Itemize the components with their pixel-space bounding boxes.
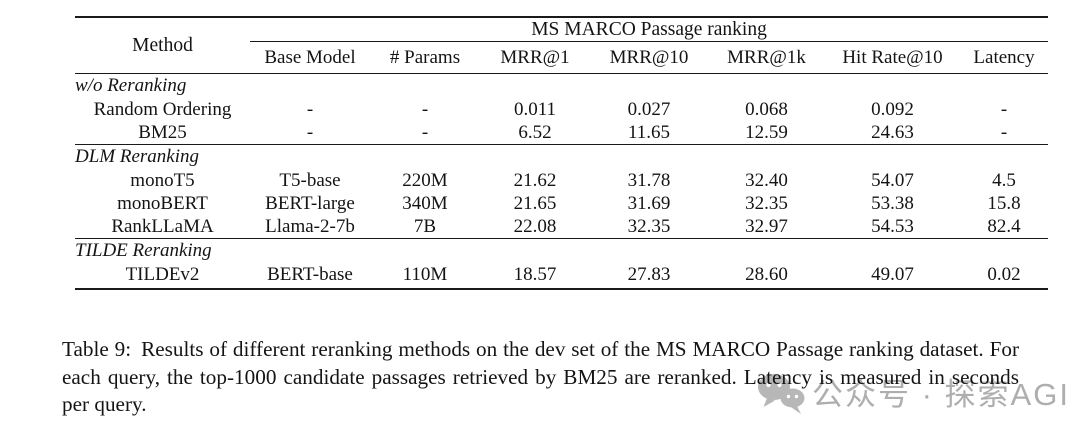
column-header-mrr1k: MRR@1k [708,41,825,74]
table-cell: - [1000,99,1008,120]
section-row-tilde-reranking: TILDE Reranking [75,238,1049,263]
table-cell: BERT-large [265,193,355,214]
table-cell: T5-base [279,170,341,191]
table-cell: 12.59 [745,122,788,143]
table-row-monobert: monoBERT BERT-large 340M 21.65 31.69 32.… [75,192,1048,215]
table-cell: - [421,122,429,143]
method-cell: RankLLaMA [111,216,214,237]
table-cell: 22.08 [513,216,557,237]
table-row-tildev2: TILDEv2 BERT-base 110M 18.57 27.83 28.60… [75,263,1049,290]
table-cell: 21.62 [513,170,557,191]
column-header-params: # Params [370,41,480,74]
section-row-wo-reranking: w/o Reranking [75,74,1048,99]
column-header-hitrate10: Hit Rate@10 [825,41,960,74]
table-cell: 54.07 [871,170,914,191]
method-cell: Random Ordering [93,99,232,120]
column-header-mrr1: MRR@1 [480,41,590,74]
table-cell: 82.4 [987,216,1021,237]
table-cell: 28.60 [708,263,825,290]
table-row-random-ordering: Random Ordering - - 0.011 0.027 0.068 0.… [75,98,1048,121]
method-cell: BM25 [138,122,187,143]
table-cell: - [1000,122,1008,143]
table-caption: Table 9: Results of different reranking m… [62,336,1019,419]
table-cell: - [306,122,314,143]
table-cell: 340M [402,193,448,214]
section-row-dlm-reranking: DLM Reranking [75,144,1049,169]
table-cell: 49.07 [825,263,960,290]
table-row-bm25: BM25 - - 6.52 11.65 12.59 24.63 - [75,121,1048,145]
table-cell: 32.35 [745,193,788,214]
section-label: w/o Reranking [75,75,187,96]
column-header-latency: Latency [960,41,1049,74]
results-table: Method MS MARCO Passage ranking Base Mod… [75,16,1049,290]
span-header-benchmark: MS MARCO Passage ranking [250,17,1049,42]
caption-text: Results of different reranking methods o… [62,337,1019,416]
table-cell: 24.63 [871,122,914,143]
watermark: 公众号 · 探索AGI [756,372,1070,416]
table-cell: 53.38 [871,193,914,214]
caption-label: Table 9: [62,337,132,361]
column-header-mrr10: MRR@10 [590,41,708,74]
table-cell: 32.35 [627,216,671,237]
table-cell: 0.02 [960,263,1049,290]
table-cell: 0.092 [871,99,914,120]
table-cell: 6.52 [518,122,552,143]
table-cell: 110M [370,263,480,290]
table-cell: Llama-2-7b [265,216,355,237]
table-cell: 18.57 [480,263,590,290]
column-header-method: Method [75,17,250,74]
table-cell: 0.027 [627,99,671,120]
table-cell: 27.83 [590,263,708,290]
table-cell: 21.65 [513,193,557,214]
table-cell: 0.011 [513,99,557,120]
table-row-rankllama: RankLLaMA Llama-2-7b 7B 22.08 32.35 32.9… [75,215,1048,239]
table-cell: 31.69 [627,193,671,214]
table-cell: 4.5 [992,170,1016,191]
table-cell: 220M [402,170,448,191]
method-cell: monoT5 [130,170,195,191]
table-cell: 0.068 [745,99,788,120]
table-cell: 11.65 [627,122,671,143]
table-cell: - [421,99,429,120]
method-cell: monoBERT [117,193,208,214]
column-header-base-model: Base Model [250,41,370,74]
table-cell: 54.53 [871,216,914,237]
section-label: DLM Reranking [75,144,1049,169]
section-label: TILDE Reranking [75,238,1049,263]
table-cell: 15.8 [987,193,1021,214]
wechat-icon [756,372,806,416]
watermark-text: 公众号 · 探索AGI [812,376,1070,412]
table-cell: BERT-base [250,263,370,290]
table-cell: 32.40 [745,170,788,191]
method-cell: TILDEv2 [75,263,250,290]
table-cell: 7B [413,216,437,237]
table-cell: 31.78 [627,170,671,191]
table-row-monot5: monoT5 T5-base 220M 21.62 31.78 32.40 54… [75,169,1048,192]
table-cell: 32.97 [745,216,788,237]
table-cell: - [306,99,314,120]
